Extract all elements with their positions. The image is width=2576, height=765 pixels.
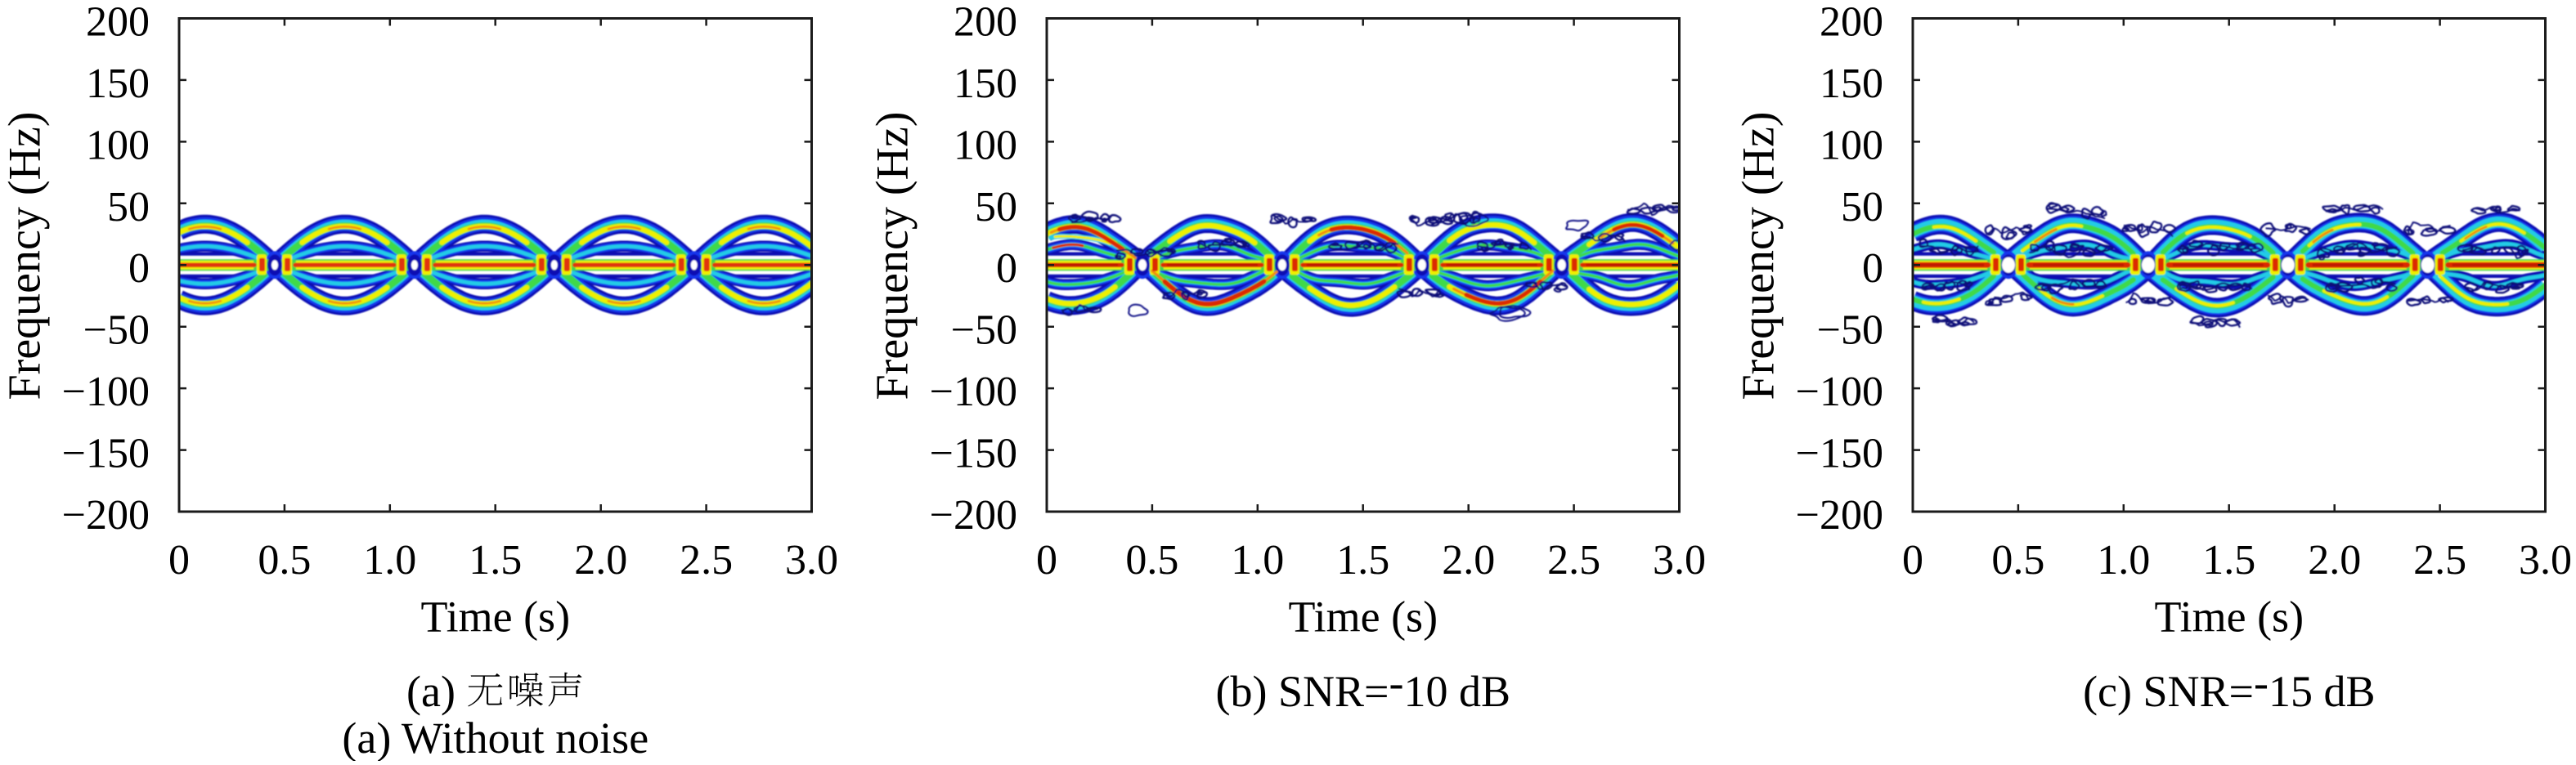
svg-text:−200: −200 [930, 492, 1017, 539]
svg-text:1.0: 1.0 [2097, 537, 2150, 584]
svg-text:0: 0 [128, 245, 150, 292]
svg-text:Frequency (Hz): Frequency (Hz) [868, 112, 918, 400]
svg-text:Frequency (Hz): Frequency (Hz) [1734, 112, 1784, 400]
svg-text:2.5: 2.5 [2413, 537, 2466, 584]
svg-text:1.5: 1.5 [469, 537, 522, 584]
svg-text:200: 200 [954, 0, 1017, 46]
svg-text:1.0: 1.0 [363, 537, 416, 584]
svg-text:200: 200 [86, 0, 150, 46]
svg-text:−100: −100 [1796, 369, 1883, 415]
svg-text:150: 150 [86, 60, 150, 107]
svg-text:3.0: 3.0 [1653, 537, 1706, 584]
svg-text:2.0: 2.0 [1442, 537, 1495, 584]
svg-text:−200: −200 [62, 492, 150, 539]
svg-text:2.5: 2.5 [1547, 537, 1600, 584]
svg-text:Time (s): Time (s) [2155, 593, 2304, 642]
svg-text:0.5: 0.5 [1991, 537, 2044, 584]
svg-text:0: 0 [1862, 245, 1883, 292]
svg-text:1.5: 1.5 [1336, 537, 1389, 584]
svg-text:Time (s): Time (s) [421, 593, 571, 642]
svg-text:3.0: 3.0 [2519, 537, 2572, 584]
svg-text:1.5: 1.5 [2202, 537, 2255, 584]
svg-text:150: 150 [954, 60, 1017, 107]
svg-text:−150: −150 [62, 431, 150, 477]
svg-text:−100: −100 [930, 369, 1017, 415]
svg-text:−200: −200 [1796, 492, 1883, 539]
svg-text:0: 0 [168, 537, 190, 584]
svg-text:200: 200 [1820, 0, 1883, 46]
svg-text:−150: −150 [930, 431, 1017, 477]
svg-text:2.0: 2.0 [2308, 537, 2361, 584]
svg-text:(b) SNR=-10 dB: (b) SNR=-10 dB [1216, 658, 1510, 716]
svg-text:(a): (a) [406, 667, 456, 716]
svg-text:−100: −100 [62, 369, 150, 415]
svg-text:50: 50 [975, 184, 1017, 230]
svg-text:3.0: 3.0 [785, 537, 838, 584]
svg-text:(c) SNR=-15 dB: (c) SNR=-15 dB [2083, 658, 2375, 716]
svg-text:0.5: 0.5 [258, 537, 311, 584]
svg-text:100: 100 [86, 122, 150, 168]
svg-text:1.0: 1.0 [1231, 537, 1284, 584]
svg-text:2.5: 2.5 [680, 537, 733, 584]
svg-text:50: 50 [1841, 184, 1883, 230]
svg-text:100: 100 [954, 122, 1017, 168]
svg-text:0: 0 [1902, 537, 1923, 584]
svg-text:0.5: 0.5 [1125, 537, 1178, 584]
svg-text:100: 100 [1820, 122, 1883, 168]
svg-text:0: 0 [1036, 537, 1057, 584]
svg-text:−50: −50 [951, 307, 1017, 354]
svg-text:−150: −150 [1796, 431, 1883, 477]
svg-text:150: 150 [1820, 60, 1883, 107]
svg-text:50: 50 [107, 184, 150, 230]
svg-text:Time (s): Time (s) [1289, 593, 1438, 642]
svg-text:0: 0 [996, 245, 1017, 292]
svg-text:−50: −50 [1817, 307, 1883, 354]
svg-text:2.0: 2.0 [574, 537, 627, 584]
svg-text:−50: −50 [83, 307, 150, 354]
svg-text:(a) Without noise: (a) Without noise [342, 714, 648, 761]
svg-text:Frequency (Hz): Frequency (Hz) [0, 112, 51, 400]
